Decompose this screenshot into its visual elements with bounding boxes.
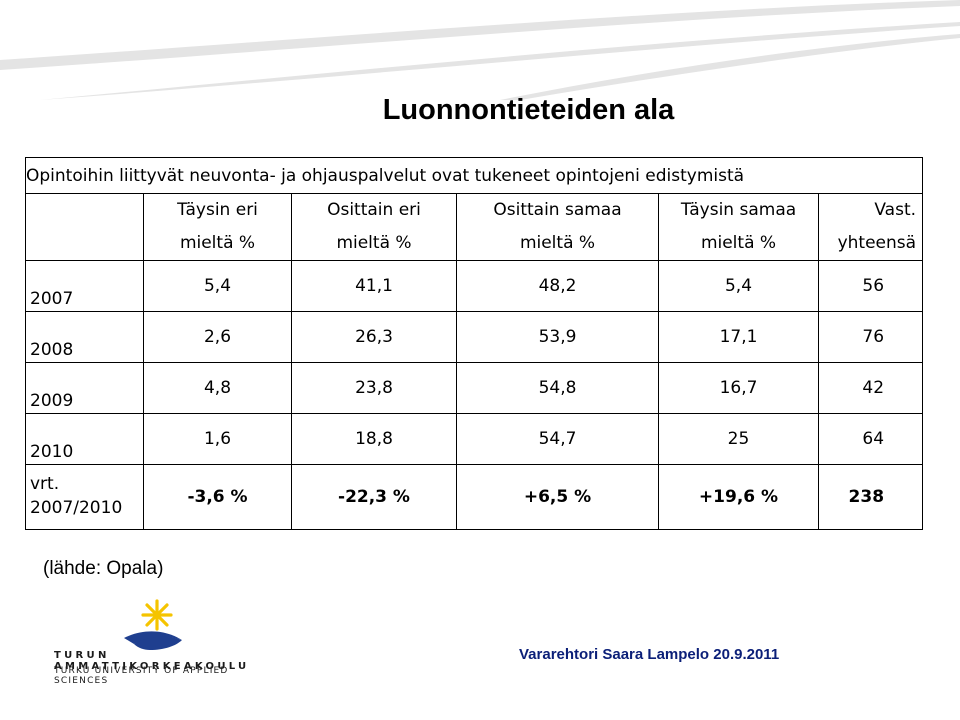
table-cell: +19,6 % [658, 464, 819, 530]
table-row: 2009 4,8 23,8 54,8 16,7 42 [25, 362, 924, 414]
header-osittain-eri: Osittain eri mieltä % [291, 193, 457, 261]
table-cell: 26,3 [291, 311, 457, 363]
table-row: 2008 2,6 26,3 53,9 17,1 76 [25, 311, 924, 363]
table-cell: 16,7 [658, 362, 819, 414]
comparison-total: 238 [817, 464, 924, 530]
header-taysin-samaa: Täysin samaa mieltä % [658, 193, 819, 261]
table-cell: 25 [658, 413, 819, 465]
decorative-stripes [0, 0, 960, 100]
source-note: (lähde: Opala) [43, 558, 164, 579]
row-total: 64 [817, 413, 924, 465]
row-total: 42 [817, 362, 924, 414]
table-cell: 23,8 [291, 362, 457, 414]
table-cell: 48,2 [456, 260, 659, 312]
row-year: 2010 [25, 413, 144, 465]
table-cell: -3,6 % [143, 464, 292, 530]
table-row: 2010 1,6 18,8 54,7 25 64 [25, 413, 924, 465]
row-total: 76 [817, 311, 924, 363]
row-year: 2009 [25, 362, 144, 414]
comparison-label: vrt. 2007/2010 [25, 464, 144, 530]
table-row: 2007 5,4 41,1 48,2 5,4 56 [25, 260, 924, 312]
table-cell: 53,9 [456, 311, 659, 363]
row-year: 2008 [25, 311, 144, 363]
table-cell: 41,1 [291, 260, 457, 312]
survey-table: Opintoihin liittyvät neuvonta- ja ohjaus… [24, 157, 924, 530]
row-year: 2007 [25, 260, 144, 312]
page-title: Luonnontieteiden ala [382, 94, 675, 126]
header-empty [25, 193, 144, 261]
sun-star-wave-icon [124, 599, 182, 650]
table-cell: 4,8 [143, 362, 292, 414]
table-cell: 17,1 [658, 311, 819, 363]
table-cell: 1,6 [143, 413, 292, 465]
table-cell: 2,6 [143, 311, 292, 363]
header-taysin-eri: Täysin eri mieltä % [143, 193, 292, 261]
header-osittain-samaa: Osittain samaa mieltä % [456, 193, 659, 261]
table-cell: +6,5 % [456, 464, 659, 530]
footer-presenter: Vararehtori Saara Lampelo 20.9.2011 [519, 646, 780, 663]
table-caption: Opintoihin liittyvät neuvonta- ja ohjaus… [24, 157, 924, 194]
comparison-row: vrt. 2007/2010 -3,6 % -22,3 % +6,5 % +19,… [25, 464, 924, 530]
table-cell: 5,4 [658, 260, 819, 312]
table-cell: 54,8 [456, 362, 659, 414]
table-cell: 5,4 [143, 260, 292, 312]
logo-name: TURUN AMMATTIKORKEAKOULU [54, 650, 250, 672]
row-total: 56 [817, 260, 924, 312]
table-cell: 54,7 [456, 413, 659, 465]
table-cell: 18,8 [291, 413, 457, 465]
logo-subtitle: TURKU UNIVERSITY OF APPLIED SCIENCES [54, 666, 229, 686]
header-vast-yhteensa: Vast. yhteensä [817, 193, 924, 261]
table-cell: -22,3 % [291, 464, 457, 530]
